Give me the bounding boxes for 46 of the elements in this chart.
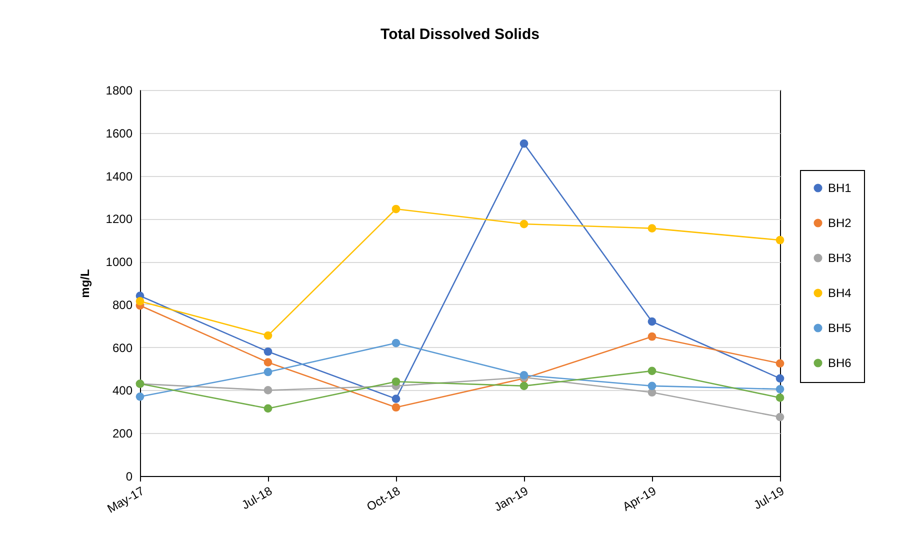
y-tick-label: 800: [112, 298, 133, 312]
y-tick-label: 0: [126, 470, 133, 484]
point: [136, 297, 144, 306]
chart-title: Total Dissolved Solids: [380, 26, 540, 43]
point: [264, 404, 272, 413]
point: [648, 382, 656, 390]
y-tick-label: 1000: [106, 255, 133, 270]
point: [520, 371, 528, 380]
point: [776, 412, 784, 422]
point: [392, 394, 400, 403]
point: [648, 366, 656, 376]
legend-label: BH6: [828, 356, 852, 370]
point: [392, 204, 400, 214]
point: [776, 394, 784, 402]
legend-label: BH4: [828, 286, 852, 300]
y-tick-label: 1400: [106, 169, 133, 184]
point: [776, 236, 784, 244]
y-tick-label: 1800: [106, 84, 133, 98]
point: [392, 377, 400, 386]
point: [264, 368, 272, 376]
point: [136, 392, 144, 401]
point: [392, 403, 400, 412]
y-axis-title: mg/L: [78, 269, 92, 298]
legend-label: BH1: [828, 181, 852, 195]
point: [264, 358, 272, 367]
point: [392, 338, 400, 348]
point: [264, 347, 272, 356]
y-tick-label: 1200: [106, 212, 133, 226]
point: [520, 220, 528, 228]
y-tick-label: 600: [112, 340, 133, 355]
point: [776, 384, 784, 394]
legend-label: BH5: [828, 321, 852, 335]
legend-label: BH3: [828, 251, 852, 265]
point: [520, 139, 528, 148]
y-tick-label: 400: [112, 384, 133, 398]
legend-label: BH2: [828, 216, 852, 230]
point: [520, 382, 528, 390]
point: [264, 331, 272, 340]
point: [264, 386, 272, 394]
y-tick-label: 200: [112, 426, 133, 441]
point: [776, 374, 784, 383]
y-tick-label: 1600: [106, 126, 133, 140]
point: [776, 359, 784, 368]
point: [648, 224, 656, 232]
point: [648, 317, 656, 326]
point: [648, 332, 656, 341]
